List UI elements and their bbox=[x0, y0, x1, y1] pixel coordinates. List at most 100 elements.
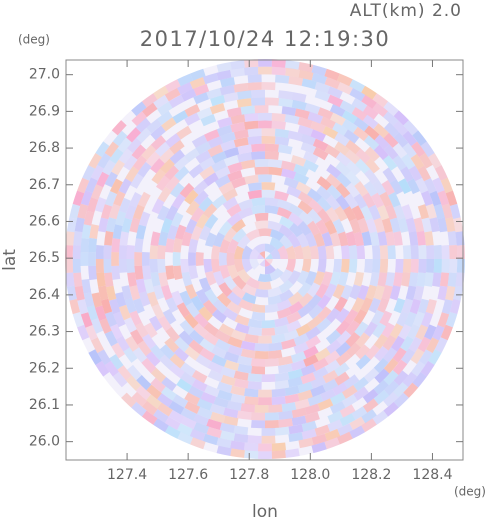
radar-cell bbox=[384, 122, 400, 138]
radar-cell bbox=[374, 368, 390, 384]
radar-cell bbox=[421, 311, 433, 328]
radar-cell bbox=[278, 363, 293, 374]
radar-cell bbox=[408, 231, 419, 246]
radar-cell bbox=[337, 82, 353, 95]
radar-cell bbox=[77, 324, 90, 341]
radar-cell bbox=[109, 354, 124, 370]
radar-cell bbox=[400, 335, 414, 352]
radar-cell bbox=[324, 428, 341, 441]
plot-frame bbox=[65, 59, 464, 461]
radar-cell bbox=[244, 388, 259, 398]
y-tick-label: 26.4 bbox=[29, 287, 60, 303]
radar-cell bbox=[119, 231, 129, 246]
x-tick-label: 127.4 bbox=[107, 467, 147, 483]
radar-cell bbox=[335, 307, 350, 324]
radar-cell bbox=[204, 129, 220, 142]
radar-cell bbox=[268, 166, 283, 176]
radar-cell bbox=[278, 410, 294, 420]
radar-cell bbox=[393, 120, 409, 136]
radar-cell bbox=[240, 340, 256, 351]
radar-cell bbox=[131, 144, 147, 160]
radar-cell bbox=[159, 344, 175, 360]
radar-cell bbox=[377, 205, 390, 221]
y-tick-label: 26.7 bbox=[29, 177, 60, 193]
radar-cell bbox=[149, 315, 163, 332]
radar-cell bbox=[172, 110, 189, 124]
radar-cell bbox=[310, 120, 326, 134]
radar-cell bbox=[349, 425, 365, 439]
radar-cell bbox=[65, 259, 74, 273]
radar-cell bbox=[74, 217, 85, 233]
radar-cell bbox=[150, 367, 167, 383]
radar-cell bbox=[236, 98, 252, 108]
radar-cell bbox=[123, 347, 138, 363]
radar-cell bbox=[353, 126, 369, 142]
radar-cell bbox=[126, 245, 135, 259]
radar-cell bbox=[393, 272, 403, 287]
radar-cell bbox=[230, 440, 245, 451]
radar-cell bbox=[97, 349, 111, 366]
radar-cell bbox=[233, 370, 249, 381]
radar-field bbox=[65, 58, 465, 460]
radar-cell bbox=[332, 122, 348, 136]
radar-cell bbox=[113, 311, 126, 328]
radar-cell bbox=[244, 120, 259, 130]
radar-cell bbox=[371, 259, 381, 273]
radar-cell bbox=[258, 66, 272, 75]
radar-cell bbox=[271, 66, 286, 76]
radar-cell bbox=[393, 110, 409, 126]
radar-cell bbox=[216, 292, 232, 308]
radar-cell bbox=[322, 126, 339, 140]
radar-cell bbox=[271, 59, 286, 68]
radar-cell bbox=[73, 231, 83, 246]
radar-cell bbox=[112, 130, 128, 147]
radar-cell bbox=[184, 401, 201, 414]
radar-cell bbox=[244, 113, 259, 122]
radar-cell bbox=[401, 348, 416, 365]
radar-cell bbox=[271, 333, 286, 344]
radar-cell bbox=[170, 182, 185, 198]
radar-cell bbox=[220, 132, 236, 144]
radar-cell bbox=[233, 83, 249, 93]
radar-cell bbox=[385, 204, 398, 220]
radar-cell bbox=[304, 411, 320, 424]
radar-cell bbox=[115, 210, 127, 226]
radar-cell bbox=[445, 190, 458, 206]
radar-cell bbox=[112, 371, 128, 388]
radar-cell bbox=[330, 392, 346, 406]
radar-cell bbox=[437, 190, 450, 206]
radar-cell bbox=[234, 378, 249, 389]
radar-cell bbox=[247, 373, 262, 382]
radar-cell bbox=[372, 179, 387, 196]
x-tick-label: 128.4 bbox=[412, 467, 452, 483]
radar-cell bbox=[385, 272, 395, 287]
radar-cell bbox=[132, 204, 145, 220]
radar-cell bbox=[193, 312, 209, 328]
radar-cell bbox=[164, 337, 180, 353]
radar-cell bbox=[355, 158, 371, 174]
radar-cell bbox=[364, 146, 380, 162]
radar-cell bbox=[131, 391, 147, 407]
radar-cell bbox=[289, 222, 304, 238]
radar-cell bbox=[383, 101, 399, 117]
radar-cell bbox=[298, 62, 314, 73]
radar-cell bbox=[161, 217, 173, 234]
radar-cell bbox=[211, 345, 227, 359]
radar-cell bbox=[205, 271, 217, 286]
radar-cell bbox=[173, 156, 189, 171]
radar-cell bbox=[66, 285, 77, 301]
radar-cell bbox=[437, 217, 448, 233]
radar-cell bbox=[368, 204, 381, 221]
radar-cell bbox=[95, 360, 110, 377]
radar-cell bbox=[138, 211, 151, 227]
radar-cell bbox=[265, 205, 279, 215]
radar-cell bbox=[223, 227, 237, 243]
radar-cell bbox=[195, 354, 212, 368]
radar-cell bbox=[171, 290, 184, 306]
radar-cell bbox=[250, 358, 265, 367]
radar-cell bbox=[364, 168, 379, 185]
radar-cell bbox=[159, 158, 175, 174]
radar-cell bbox=[205, 232, 217, 247]
radar-cell bbox=[216, 62, 232, 73]
radar-cell bbox=[118, 245, 128, 259]
